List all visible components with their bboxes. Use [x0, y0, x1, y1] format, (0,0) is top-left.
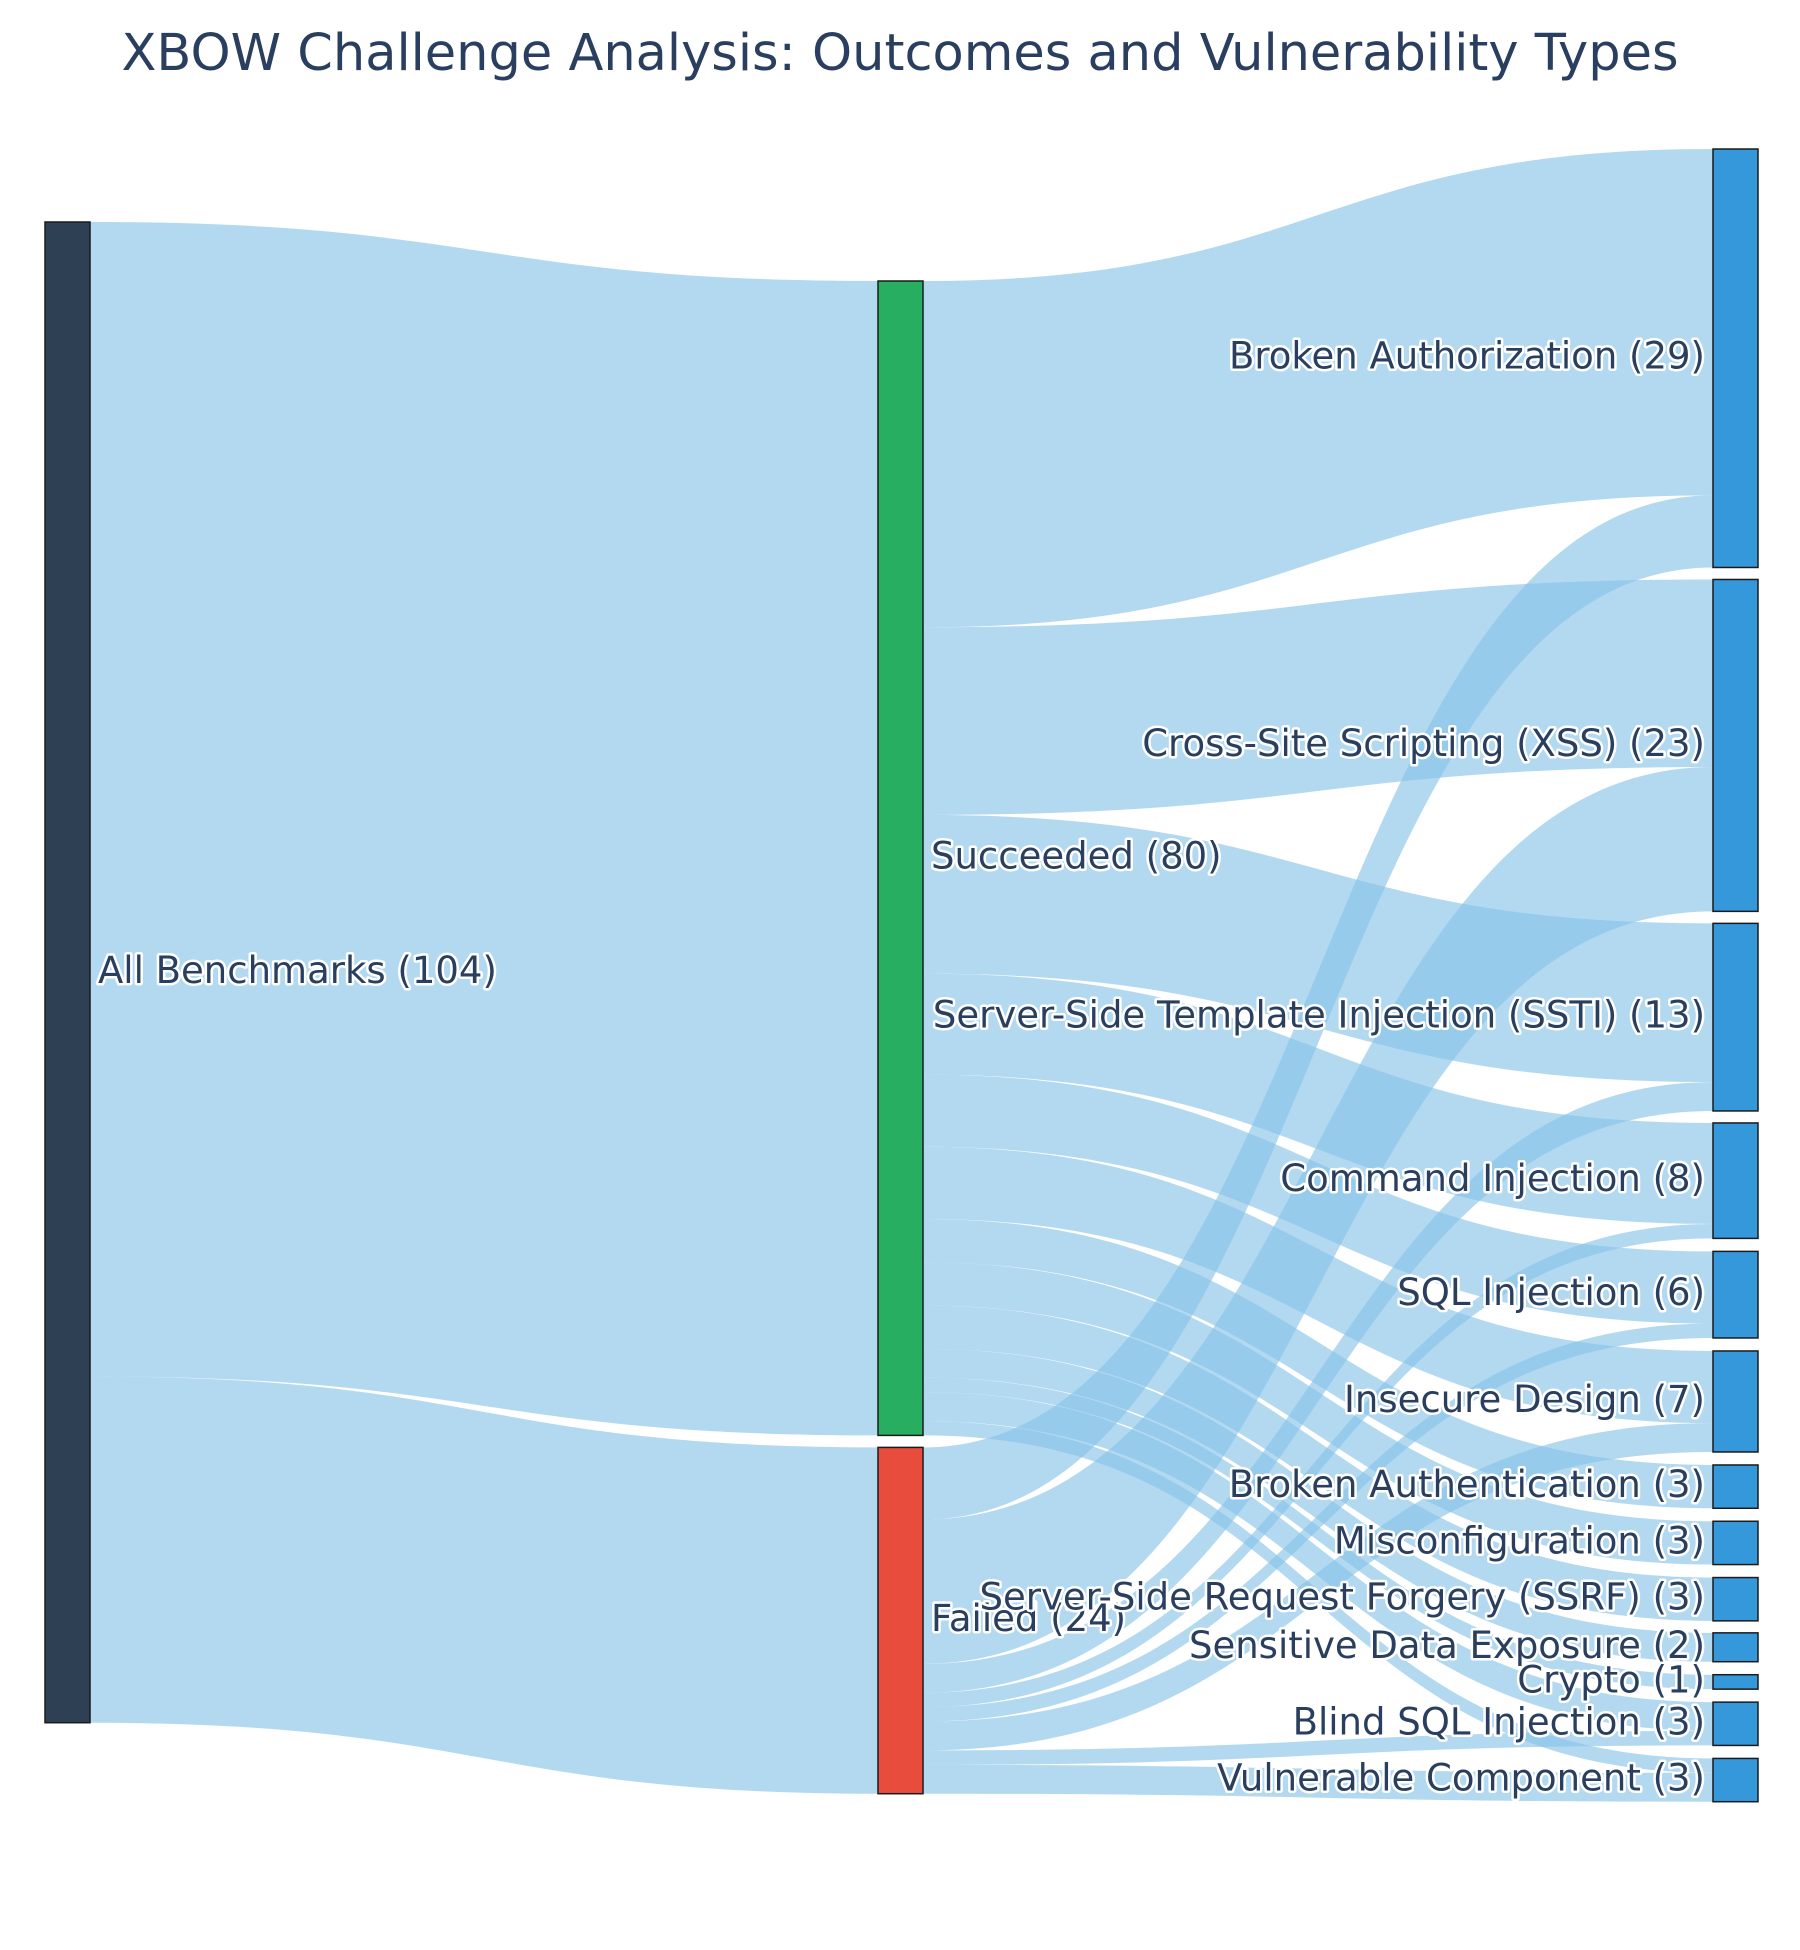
labels-layer: All Benchmarks (104) Succeeded (80) Failed… — [96, 332, 1708, 1802]
node-label-xss: Cross-Site Scripting (XSS) (23) — [1142, 722, 1705, 765]
node-succeeded[interactable] — [877, 280, 924, 1437]
node-label-cmdi: Command Injection (8) — [1280, 1157, 1705, 1200]
link-failed-to-sqli[interactable] — [923, 1323, 1713, 1722]
link-succeeded-to-sde[interactable] — [923, 1348, 1713, 1662]
link-failed-to-insecure_design[interactable] — [923, 1423, 1713, 1751]
node-label-broken_authn: Broken Authentication (3) — [1229, 1463, 1705, 1506]
links-layer — [90, 149, 1713, 1802]
node-crypto[interactable] — [1712, 1673, 1759, 1690]
node-sde[interactable] — [1712, 1632, 1759, 1663]
node-label-ssrf: Server-Side Request Forgery (SSRF) (3) — [980, 1576, 1705, 1619]
node-label-succeeded: Succeeded (80) — [931, 835, 1222, 878]
link-all-to-succeeded[interactable] — [90, 222, 878, 1436]
node-xss[interactable] — [1712, 578, 1759, 913]
link-succeeded-to-misconfig[interactable] — [923, 1262, 1713, 1565]
node-label-vuln_comp: Vulnerable Component (3) — [1217, 1757, 1705, 1800]
node-cmdi[interactable] — [1712, 1122, 1759, 1240]
node-broken_authz[interactable] — [1712, 148, 1759, 569]
node-label-failed: Failed (24) — [931, 1597, 1126, 1640]
link-succeeded-to-crypto[interactable] — [923, 1377, 1713, 1690]
link-failed-to-vuln_comp[interactable] — [923, 1764, 1713, 1802]
link-succeeded-to-broken_authn[interactable] — [923, 1218, 1713, 1509]
link-succeeded-to-broken_authz[interactable] — [923, 149, 1713, 628]
node-label-all: All Benchmarks (104) — [98, 949, 497, 992]
node-misconfig[interactable] — [1712, 1520, 1759, 1566]
node-label-sqli: SQL Injection (6) — [1397, 1271, 1705, 1314]
link-succeeded-to-blind_sqli[interactable] — [923, 1392, 1713, 1731]
nodes-layer — [44, 148, 1759, 1803]
node-label-broken_authz: Broken Authorization (29) — [1229, 335, 1705, 378]
link-all-to-failed[interactable] — [90, 1376, 878, 1794]
chart-title: XBOW Challenge Analysis: Outcomes and Vu… — [121, 24, 1679, 83]
node-all[interactable] — [44, 221, 91, 1724]
node-ssti[interactable] — [1712, 922, 1759, 1112]
node-label-ssti: Server-Side Template Injection (SSTI) (1… — [933, 994, 1705, 1037]
link-failed-to-blind_sqli[interactable] — [923, 1731, 1713, 1765]
node-label-misconfig: Misconfiguration (3) — [1334, 1519, 1705, 1562]
node-broken_authn[interactable] — [1712, 1464, 1759, 1510]
link-succeeded-to-ssti[interactable] — [923, 814, 1713, 1083]
link-failed-to-cmdi[interactable] — [923, 1223, 1713, 1708]
node-vuln_comp[interactable] — [1712, 1757, 1759, 1803]
link-failed-to-xss[interactable] — [923, 767, 1713, 1664]
node-blind_sqli[interactable] — [1712, 1701, 1759, 1747]
link-failed-to-ssti[interactable] — [923, 1082, 1713, 1693]
node-label-crypto: Crypto (1) — [1517, 1658, 1705, 1701]
link-failed-to-broken_authz[interactable] — [923, 495, 1713, 1520]
node-label-blind_sqli: Blind SQL Injection (3) — [1293, 1700, 1705, 1743]
node-ssrf[interactable] — [1712, 1576, 1759, 1622]
node-insecure_design[interactable] — [1712, 1350, 1759, 1453]
node-failed[interactable] — [877, 1446, 924, 1795]
node-sqli[interactable] — [1712, 1250, 1759, 1339]
node-label-insecure_design: Insecure Design (7) — [1344, 1378, 1705, 1421]
node-label-sde: Sensitive Data Exposure (2) — [1189, 1624, 1705, 1667]
